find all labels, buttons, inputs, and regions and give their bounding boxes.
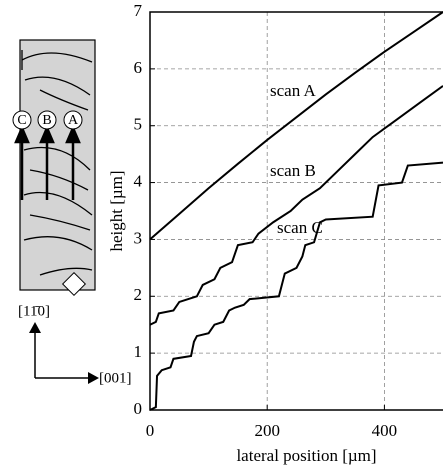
arrow-head <box>29 322 41 333</box>
y-tick-label: 4 <box>134 171 143 190</box>
y-tick-label: 5 <box>134 115 143 134</box>
x-axis-title: lateral position [µm] <box>236 446 376 465</box>
x-tick-label: 0 <box>146 421 155 440</box>
schematic: C B A [11̄0] [001] <box>12 39 132 386</box>
series-label: scan B <box>270 161 316 180</box>
x-tick-label: 200 <box>254 421 280 440</box>
y-tick-label: 7 <box>134 1 143 20</box>
series-line <box>149 161 443 411</box>
scan-label: C <box>17 113 26 128</box>
y-tick-label: 1 <box>134 342 143 361</box>
step-edges <box>21 50 93 276</box>
direction-arrows <box>34 330 90 379</box>
scan-arrows <box>14 124 81 200</box>
y-tick-label: 0 <box>134 399 143 418</box>
marker <box>61 271 87 297</box>
label-circles <box>12 110 83 130</box>
arrow-head <box>88 372 99 384</box>
x-tick-label: 400 <box>372 421 398 440</box>
scan-label: B <box>42 113 51 128</box>
sample <box>19 39 96 291</box>
y-tick-label: 3 <box>134 228 143 247</box>
series-line <box>149 85 443 326</box>
scan-label: A <box>68 113 79 128</box>
y-tick-label: 6 <box>134 58 143 77</box>
direction-label: [11̄0] <box>18 303 50 319</box>
y-axis-title: height [µm] <box>107 170 126 251</box>
series-line <box>149 11 443 241</box>
axes <box>149 11 443 411</box>
y-tick-label: 2 <box>134 285 143 304</box>
series-label: scan C <box>277 218 323 237</box>
direction-label: [001] <box>99 370 132 386</box>
series-label: scan A <box>270 81 317 100</box>
